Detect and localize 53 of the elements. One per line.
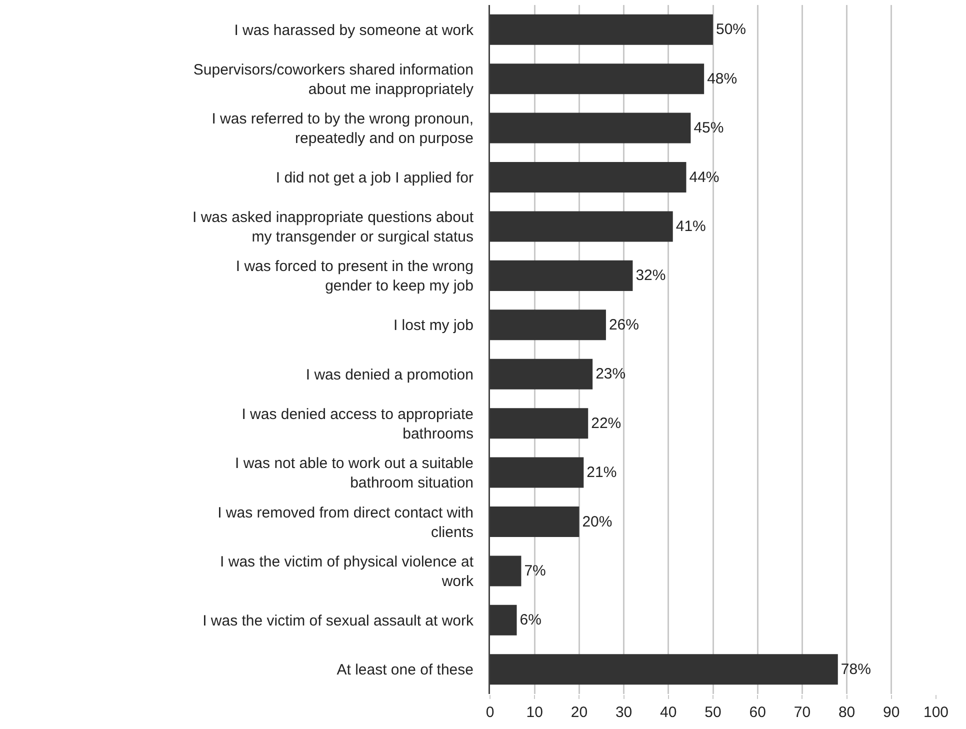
x-tick-label: 60 xyxy=(749,704,766,721)
y-tick-label: At least one of these xyxy=(336,662,474,679)
x-tick-label: 50 xyxy=(704,704,722,721)
x-tick-label: 70 xyxy=(794,704,811,721)
y-tick-label: I was removed from direct contact with clients xyxy=(218,504,474,541)
bar xyxy=(490,358,593,390)
bar xyxy=(490,162,686,193)
bar xyxy=(490,506,580,538)
data-label: 6% xyxy=(520,612,542,629)
bar xyxy=(490,260,633,291)
x-tick-label: 80 xyxy=(838,704,856,721)
bar xyxy=(490,211,673,242)
data-label: 44% xyxy=(689,168,720,186)
bar xyxy=(490,556,522,586)
data-label: 32% xyxy=(636,267,666,284)
y-tick-label: I lost my job xyxy=(393,317,474,334)
y-tick-label: I was denied a promotion xyxy=(306,366,474,384)
y-tick-label: I was the victim of sexual assault at work xyxy=(202,612,474,630)
data-label: 20% xyxy=(582,513,612,530)
y-tick-label: I was referred to by the wrong pronoun, repeatedly and on purpose xyxy=(212,110,474,148)
bar xyxy=(490,14,713,45)
bar xyxy=(490,64,704,94)
x-tick-label: 30 xyxy=(615,704,632,721)
bar xyxy=(490,457,584,488)
bar xyxy=(490,654,838,685)
y-tick-label: I did not get a job I applied for xyxy=(276,170,474,186)
y-tick-label: I was not able to work out a suitable bathroom situation xyxy=(235,455,474,492)
x-tick-label: 20 xyxy=(570,704,588,721)
bar xyxy=(490,604,517,636)
y-tick-label: I was asked inappropriate questions about my transgender or surgical status xyxy=(192,208,474,246)
data-label: 48% xyxy=(707,70,738,88)
y-tick-label: I was the victim of physical violence at work xyxy=(220,553,474,590)
y-tick-label: I was harassed by someone at work xyxy=(234,22,474,39)
data-label: 45% xyxy=(694,120,724,137)
x-tick-label: 100 xyxy=(923,704,949,721)
bar xyxy=(490,408,588,439)
y-tick-label: I was denied access to appropriate bathrooms xyxy=(242,406,474,442)
data-label: 41% xyxy=(676,218,706,235)
data-label: 22% xyxy=(591,414,622,432)
data-label: 23% xyxy=(596,366,626,383)
data-label: 21% xyxy=(586,464,617,482)
data-label: 7% xyxy=(524,562,546,580)
x-tick-label: 40 xyxy=(660,704,677,721)
y-tick-label: Supervisors/coworkers shared information about me inappropriately xyxy=(193,61,474,98)
y-tick-label: I was forced to present in the wrong gender to keep my job xyxy=(236,258,474,295)
bar xyxy=(490,310,606,340)
data-label: 26% xyxy=(608,316,639,334)
data-label: 50% xyxy=(716,21,746,38)
x-tick-label: 0 xyxy=(486,704,494,721)
x-tick-label: 10 xyxy=(526,704,543,721)
data-label: 78% xyxy=(840,660,871,678)
x-tick-label: 90 xyxy=(883,704,900,721)
bar xyxy=(490,112,691,144)
